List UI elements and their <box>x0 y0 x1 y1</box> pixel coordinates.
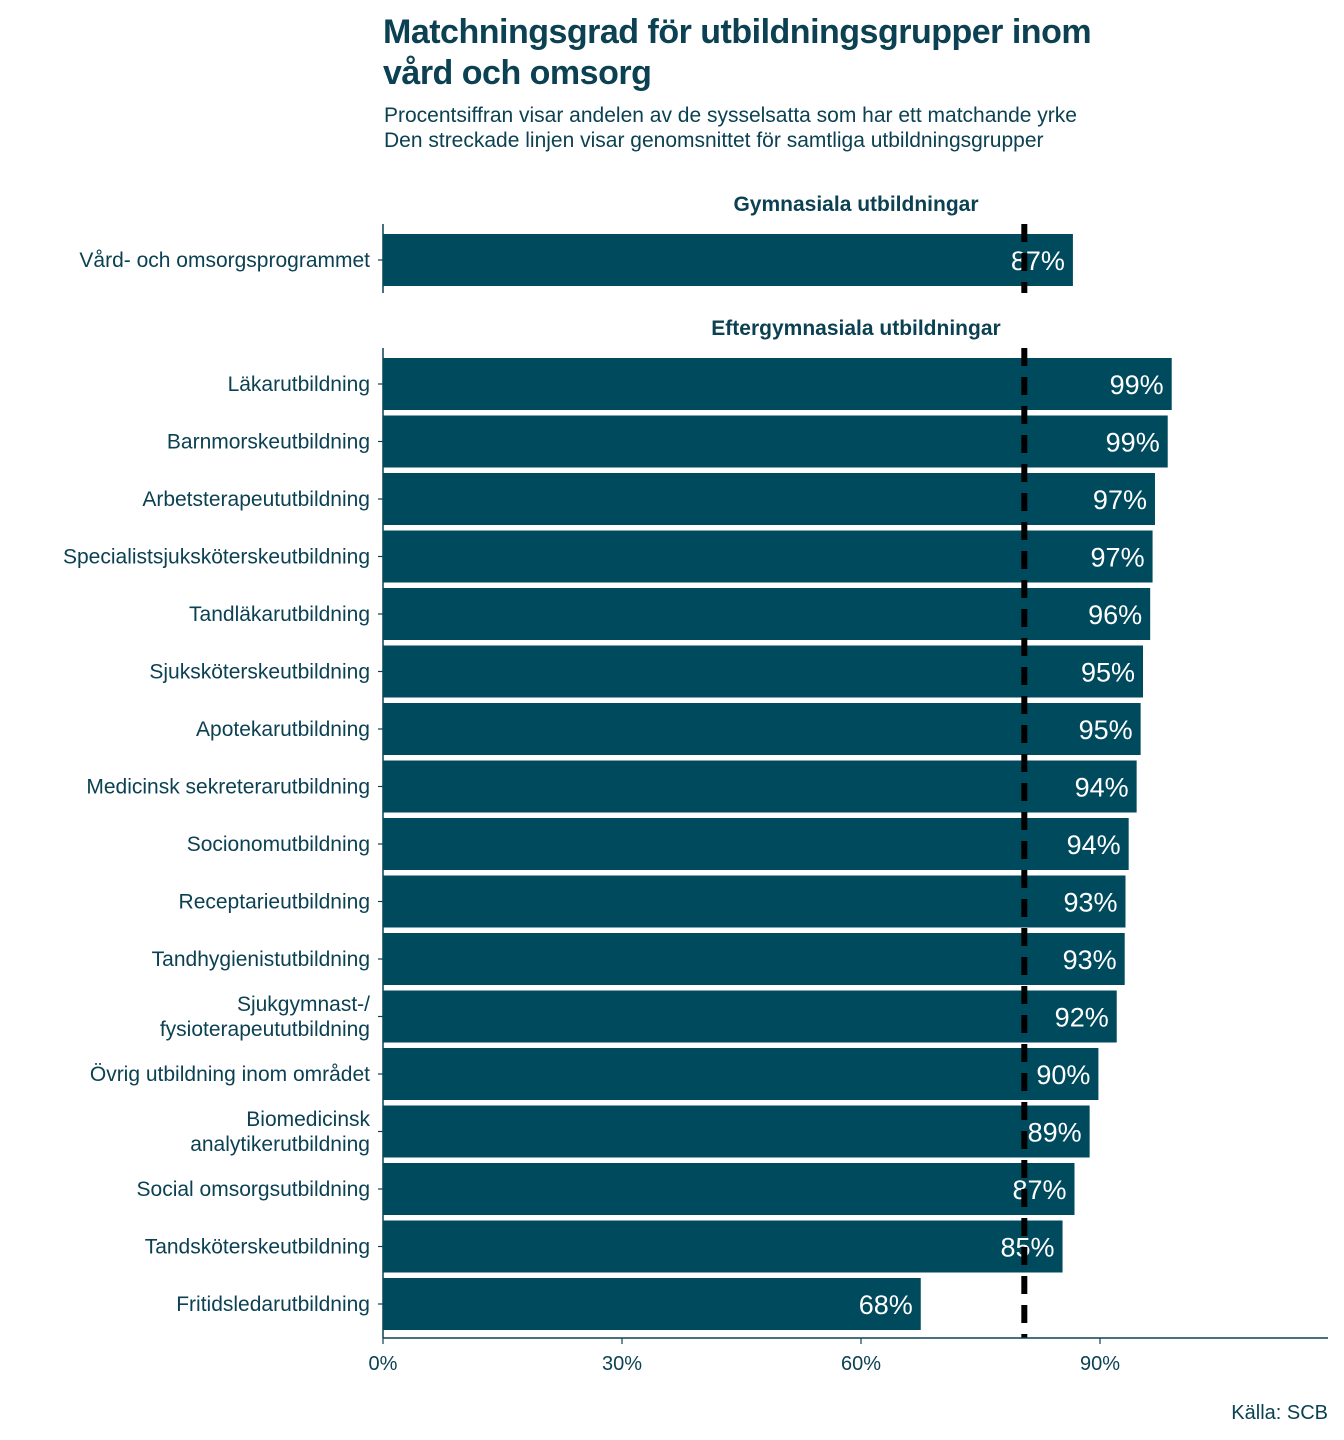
chart-subtitle-line-2: Den streckade linjen visar genomsnittet … <box>384 129 1044 152</box>
category-label: Receptarieutbildning <box>179 891 370 914</box>
category-label: Arbetsterapeututbildning <box>142 488 370 511</box>
bar <box>383 234 1073 286</box>
bar <box>383 1220 1063 1273</box>
bar <box>383 1048 1099 1100</box>
x-tick-label: 60% <box>841 1353 881 1375</box>
bar <box>383 645 1144 698</box>
category-label: Biomedicinsk analytikerutbildning <box>190 1108 370 1156</box>
data-label: 99% <box>1110 370 1164 400</box>
bar <box>383 1278 921 1330</box>
x-tick-label: 0% <box>369 1353 398 1375</box>
x-tick-label: 30% <box>602 1353 642 1375</box>
bar <box>383 358 1172 410</box>
data-label: 99% <box>1106 428 1160 458</box>
bar <box>383 1105 1090 1158</box>
category-label: Tandläkarutbildning <box>189 603 370 626</box>
data-label: 92% <box>1055 1003 1109 1033</box>
data-label: 95% <box>1079 715 1133 745</box>
data-label: 97% <box>1093 485 1147 515</box>
data-label: 87% <box>1011 246 1065 276</box>
panel-title: Gymnasiala utbildningar <box>733 193 978 216</box>
chart-title: Matchningsgrad för utbildningsgrupper in… <box>383 13 1092 92</box>
category-label: Social omsorgsutbildning <box>137 1178 370 1201</box>
bar <box>383 760 1137 813</box>
data-label: 90% <box>1036 1060 1090 1090</box>
bar <box>383 473 1155 525</box>
category-label: Sjuksköterskeutbildning <box>149 661 370 684</box>
data-label: 93% <box>1063 945 1117 975</box>
category-label: Specialistsjuksköterskeutbildning <box>63 546 370 569</box>
category-label: Tandsköterskeutbildning <box>145 1236 370 1259</box>
category-label: Läkarutbildning <box>228 373 370 396</box>
data-label: 97% <box>1091 543 1145 573</box>
data-label: 96% <box>1088 600 1142 630</box>
bar <box>383 875 1126 928</box>
category-label: Övrig utbildning inom området <box>90 1063 370 1086</box>
data-label: 94% <box>1067 830 1121 860</box>
category-label: Vård- och omsorgsprogrammet <box>79 249 370 272</box>
data-label: 68% <box>859 1290 913 1320</box>
category-label: Apotekarutbildning <box>196 718 370 741</box>
category-label: Barnmorskeutbildning <box>167 431 370 454</box>
bar <box>383 818 1129 870</box>
source-note: Källa: SCB <box>1231 1402 1328 1424</box>
data-label: 87% <box>1012 1175 1066 1205</box>
bar <box>383 703 1141 755</box>
bar <box>383 530 1153 583</box>
chart-subtitle-line-1: Procentsiffran visar andelen av de sysse… <box>384 104 1077 127</box>
panel-title: Eftergymnasiala utbildningar <box>711 317 1000 340</box>
bar <box>383 990 1117 1043</box>
data-label: 94% <box>1075 773 1129 803</box>
bar <box>383 1163 1075 1215</box>
category-label: Tandhygienistutbildning <box>152 948 370 971</box>
category-label: Sjukgymnast-/fysioterapeututbildning <box>160 993 370 1041</box>
data-label: 95% <box>1081 658 1135 688</box>
x-tick-label: 90% <box>1080 1353 1120 1375</box>
bar <box>383 415 1168 468</box>
category-label: Medicinsk sekreterarutbildning <box>86 776 370 799</box>
data-label: 89% <box>1028 1118 1082 1148</box>
data-label: 93% <box>1063 888 1117 918</box>
bar <box>383 588 1151 640</box>
category-label: Socionomutbildning <box>187 833 370 856</box>
bar <box>383 933 1125 985</box>
data-label: 85% <box>1001 1233 1055 1263</box>
category-label: Fritidsledarutbildning <box>176 1293 370 1316</box>
